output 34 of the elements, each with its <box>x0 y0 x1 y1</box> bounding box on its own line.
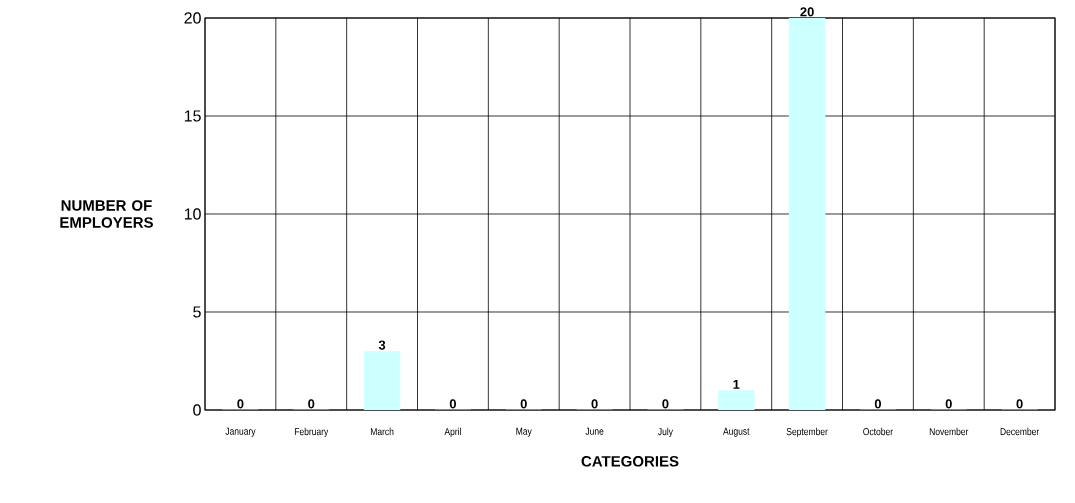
bar <box>718 390 755 410</box>
y-tick-label: 10 <box>184 208 201 220</box>
data-label: 0 <box>237 399 244 409</box>
data-label: 3 <box>378 340 386 350</box>
x-tick-label: October <box>863 427 893 436</box>
y-tick-label: 20 <box>184 12 201 24</box>
x-tick-label: June <box>585 427 604 435</box>
data-label: 0 <box>874 399 882 409</box>
bar <box>788 18 826 410</box>
y-tick-label: 5 <box>193 306 201 318</box>
y-tick-label: 0 <box>193 404 201 416</box>
x-tick-label: May <box>516 427 532 437</box>
x-tick-label: September <box>786 427 828 438</box>
data-label: 0 <box>662 399 669 409</box>
x-tick-label: November <box>929 427 969 436</box>
x-tick-label: January <box>225 427 256 437</box>
y-axis-title: NUMBER OF EMPLOYERS <box>60 200 153 228</box>
data-label: 0 <box>520 399 527 409</box>
x-tick-label: August <box>723 427 750 437</box>
x-tick-label: March <box>370 427 394 436</box>
data-label: 20 <box>800 7 814 17</box>
x-tick-label: July <box>657 427 673 438</box>
data-label: 0 <box>1016 399 1023 409</box>
data-label: 0 <box>449 399 456 409</box>
x-tick-label: December <box>1000 427 1040 436</box>
x-tick-label: April <box>444 427 461 438</box>
data-label: 0 <box>308 399 315 409</box>
data-label: 1 <box>733 379 740 389</box>
bar <box>363 351 401 410</box>
y-tick-label: 15 <box>184 110 201 122</box>
x-axis-title: CATEGORIES <box>581 455 679 467</box>
data-label: 0 <box>591 399 598 409</box>
data-label: 0 <box>945 399 952 409</box>
x-tick-label: February <box>294 427 329 438</box>
